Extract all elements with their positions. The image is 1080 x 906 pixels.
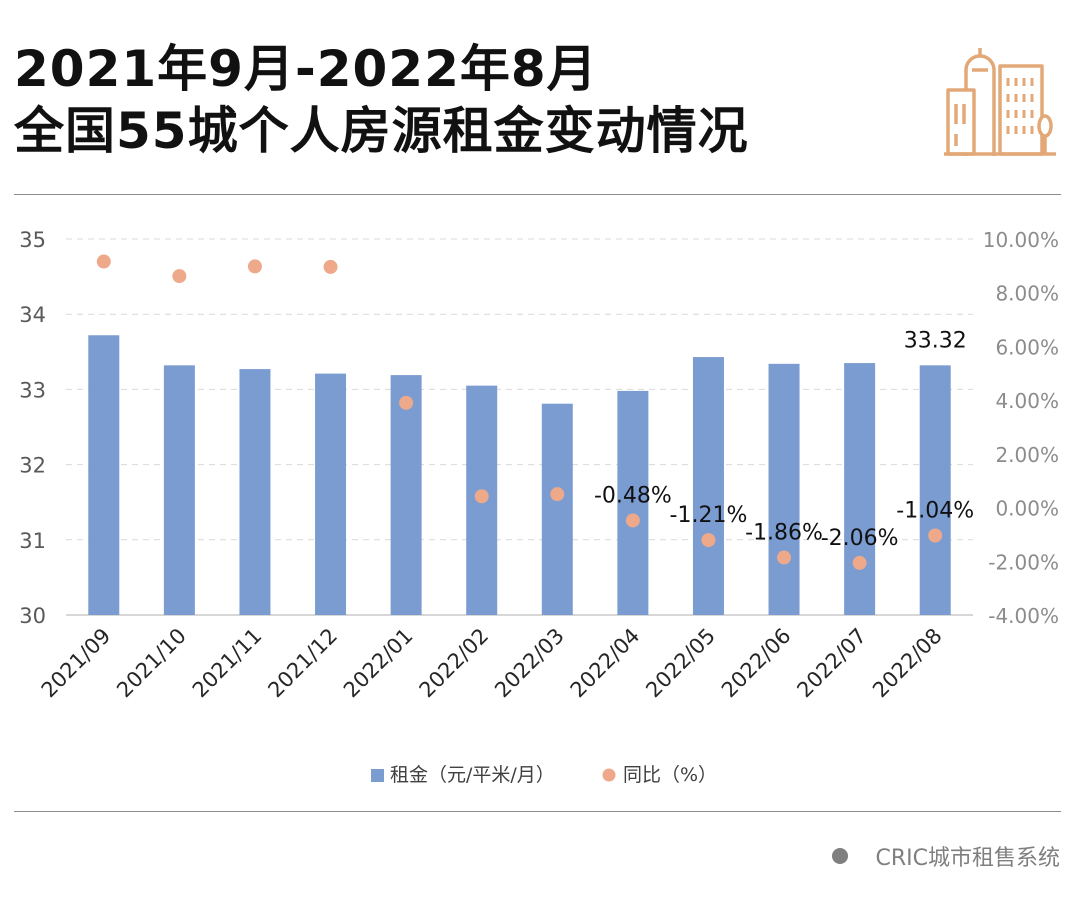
source-note: CRIC城市租售系统 (831, 840, 1061, 872)
x-tick-label: 2021/09 (37, 624, 116, 703)
dot-yoy (550, 487, 565, 502)
dot-yoy (247, 259, 262, 274)
y-right-tick-label: 4.00% (995, 389, 1059, 413)
dot-yoy (701, 533, 716, 548)
dot-yoy (399, 395, 414, 410)
bar-rent (163, 365, 195, 615)
x-tick-label: 2022/03 (490, 624, 569, 703)
page-subtitle: 全国55城个人房源租金变动情况 (14, 102, 749, 160)
y-right-tick-label: 6.00% (995, 335, 1059, 359)
dot-yoy (928, 528, 943, 543)
data-label: -1.21% (670, 503, 748, 528)
x-tick-label: 2022/05 (641, 624, 720, 703)
x-tick-label: 2022/01 (339, 624, 418, 703)
data-label: -1.04% (896, 499, 974, 524)
dot-yoy (777, 550, 792, 565)
x-axis: 2021/092021/102021/112021/122022/012022/… (37, 624, 947, 703)
top-divider (14, 194, 1061, 195)
bar-rent (541, 403, 573, 615)
title-block: 2021年9月-2022年8月 全国55城个人房源租金变动情况 (14, 38, 749, 162)
legend-label-yoy: 同比（%） (623, 764, 717, 786)
bar-rent (768, 363, 800, 615)
bar-rent (239, 369, 271, 615)
y-left-tick-label: 32 (19, 454, 46, 478)
yoy-dots (96, 254, 943, 570)
bar-rent (692, 357, 724, 615)
rent-bars (88, 335, 951, 615)
y-right-tick-label: 10.00% (983, 228, 1059, 252)
data-label: 33.32 (904, 328, 967, 353)
bottom-divider (14, 811, 1061, 812)
bar-rent (844, 363, 876, 615)
x-tick-label: 2021/12 (263, 624, 342, 703)
y-left-tick-label: 35 (19, 228, 46, 252)
rent-chart: 33.32 -0.48%-1.21%-1.86%-2.06%-1.04% 30 31… (19, 228, 1059, 786)
legend-label-rent: 租金（元/平米/月） (390, 764, 555, 786)
bar-rent (617, 390, 649, 615)
data-label: -2.06% (821, 526, 899, 551)
data-label: -1.86% (745, 521, 823, 546)
x-tick-label: 2022/07 (792, 624, 871, 703)
dot-yoy (852, 555, 867, 570)
dot-yoy (625, 513, 640, 528)
legend-swatch-dot (602, 768, 616, 782)
x-tick-label: 2022/04 (566, 624, 645, 703)
x-tick-label: 2022/02 (415, 624, 494, 703)
data-label: -0.48% (594, 483, 672, 508)
dot-icon (831, 848, 848, 864)
page-title: 2021年9月-2022年8月 (14, 40, 598, 98)
y-axis-right: -4.00% -2.00% 0.00% 2.00% 4.00% 6.00% 8.00% 10.… (983, 228, 1059, 628)
y-right-tick-label: 0.00% (995, 497, 1059, 521)
y-axis-left: 30 31 32 33 34 35 (19, 228, 46, 628)
x-tick-label: 2022/06 (717, 624, 796, 703)
x-tick-label: 2021/10 (112, 624, 191, 703)
y-left-tick-label: 30 (19, 604, 46, 628)
bar-rent (919, 365, 951, 615)
y-left-tick-label: 31 (19, 529, 46, 553)
grid-lines (66, 238, 973, 616)
y-right-tick-label: 8.00% (995, 282, 1059, 306)
bar-rent (390, 375, 422, 615)
bar-rent (88, 335, 120, 615)
dot-yoy (96, 254, 111, 269)
legend: 租金（元/平米/月） 同比（%） (371, 764, 717, 786)
source-text: CRIC城市租售系统 (875, 846, 1061, 871)
x-tick-label: 2022/08 (868, 624, 947, 703)
dot-yoy (323, 259, 338, 274)
y-right-tick-label: -2.00% (988, 550, 1059, 574)
x-tick-label: 2021/11 (188, 624, 267, 703)
y-left-tick-label: 33 (19, 378, 46, 402)
legend-swatch-bar (371, 769, 384, 782)
dot-yoy (474, 489, 489, 504)
y-right-tick-label: -4.00% (988, 604, 1059, 628)
y-right-tick-label: 2.00% (995, 443, 1059, 467)
dot-yoy (172, 269, 187, 284)
y-left-tick-label: 34 (19, 303, 46, 327)
bar-rent (315, 373, 347, 615)
city-buildings-icon (944, 48, 1056, 156)
data-labels: 33.32 -0.48%-1.21%-1.86%-2.06%-1.04% (594, 328, 974, 551)
